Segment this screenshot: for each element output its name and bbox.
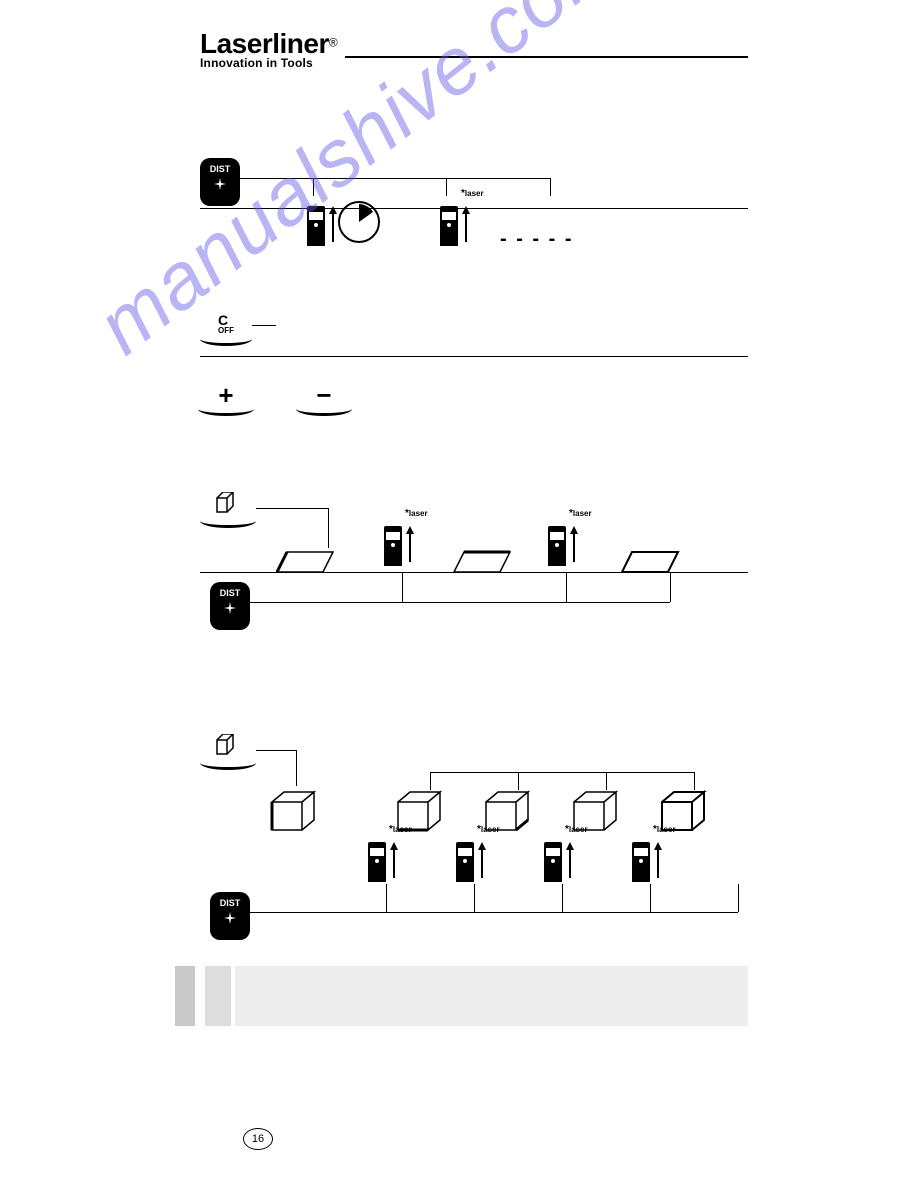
laser-label: *laser [389, 824, 412, 835]
device-with-timer [307, 202, 325, 251]
connector-vline [566, 572, 567, 602]
header-rule [345, 56, 748, 58]
connector-vline [296, 750, 297, 786]
section-divider [200, 208, 748, 209]
connector-vline [313, 178, 314, 196]
connector-line [256, 508, 328, 509]
connector-vline [386, 884, 387, 912]
sparkle-icon [224, 912, 236, 924]
connector-line [430, 772, 694, 773]
dashes: - - - - - [500, 228, 574, 251]
connector-vline [402, 572, 403, 602]
connector-vline [446, 178, 447, 196]
brand-name: Laserliner [200, 28, 329, 59]
connector-vline [474, 884, 475, 912]
dist-button[interactable]: DIST [200, 158, 240, 206]
connector-line [250, 602, 670, 603]
up-arrow-icon [462, 206, 470, 242]
dist-button-label: DIST [210, 582, 250, 598]
cube-key[interactable] [200, 732, 256, 770]
sparkle-icon [214, 178, 226, 190]
area-icon [452, 550, 512, 579]
dist-button-label: DIST [200, 158, 240, 174]
device-icon [456, 838, 474, 882]
laser-label: *laser [405, 508, 428, 519]
up-arrow-icon [329, 206, 337, 242]
laser-label: *laser [461, 188, 484, 199]
connector-line [252, 325, 276, 326]
section-divider [200, 572, 748, 573]
device-with-laser: *laser [384, 522, 402, 571]
page-container: Laserliner® Innovation in Tools DIST [0, 0, 918, 1188]
device-with-laser: *laser [548, 522, 566, 571]
laser-label: *laser [653, 824, 676, 835]
cube-icon [213, 492, 243, 514]
device-icon [384, 522, 402, 566]
up-arrow-icon [406, 526, 414, 562]
connector-vline [606, 772, 607, 790]
cube-shape [270, 790, 322, 837]
brand-header: Laserliner® Innovation in Tools [200, 30, 748, 70]
connector-line [256, 750, 296, 751]
laser-label: *laser [565, 824, 588, 835]
minus-key[interactable]: − [296, 380, 352, 416]
device-with-laser: *laser [368, 838, 386, 887]
cube-key[interactable] [200, 490, 256, 528]
plus-key[interactable]: + [198, 380, 254, 416]
cube-icon [213, 734, 243, 756]
info-callout [205, 966, 748, 1040]
connector-vline [550, 178, 551, 196]
page-number: 16 [243, 1128, 273, 1150]
up-arrow-icon [390, 842, 398, 878]
section-divider [200, 356, 748, 357]
brand-name-line: Laserliner® [200, 30, 748, 58]
up-arrow-icon [654, 842, 662, 878]
up-arrow-icon [566, 842, 574, 878]
connector-vline [650, 884, 651, 912]
connector-line [240, 178, 550, 179]
connector-line [250, 912, 738, 913]
connector-vline [562, 884, 563, 912]
laser-label: *laser [477, 824, 500, 835]
connector-vline [430, 772, 431, 790]
connector-vline [518, 772, 519, 790]
device-with-laser: *laser [440, 202, 458, 251]
device-icon [368, 838, 386, 882]
connector-vline [328, 508, 329, 548]
sparkle-icon [224, 602, 236, 614]
device-with-laser: *laser [632, 838, 650, 887]
info-exclamation [205, 966, 231, 1026]
device-icon [632, 838, 650, 882]
dist-button[interactable]: DIST [210, 582, 250, 630]
up-arrow-icon [478, 842, 486, 878]
dist-button-label: DIST [210, 892, 250, 908]
dist-button[interactable]: DIST [210, 892, 250, 940]
device-icon [544, 838, 562, 882]
area-icon-filled [620, 550, 680, 579]
laser-label: *laser [569, 508, 592, 519]
coff-key[interactable]: C OFF [200, 310, 252, 346]
brand-tagline: Innovation in Tools [200, 56, 748, 70]
timer-icon [337, 200, 381, 244]
area-icon [275, 550, 335, 579]
connector-vline [738, 884, 739, 912]
device-with-laser: *laser [456, 838, 474, 887]
up-arrow-icon [570, 526, 578, 562]
info-body [235, 966, 748, 1026]
connector-vline [694, 772, 695, 790]
device-with-laser: *laser [544, 838, 562, 887]
device-icon [548, 522, 566, 566]
info-tab [175, 966, 195, 1026]
registered-mark: ® [329, 36, 338, 50]
